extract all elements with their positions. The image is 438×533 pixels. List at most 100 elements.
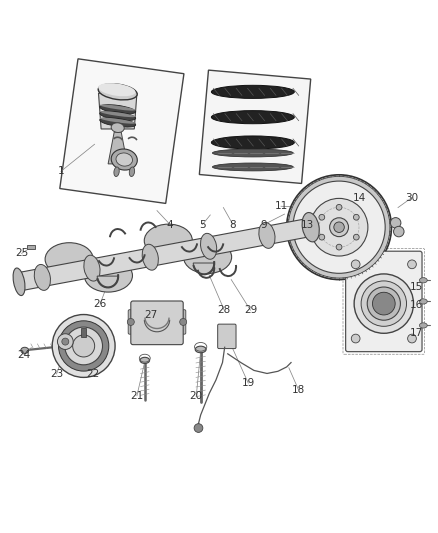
Ellipse shape: [212, 149, 293, 157]
Text: 8: 8: [230, 220, 236, 230]
Circle shape: [310, 198, 368, 256]
Circle shape: [287, 175, 392, 280]
Circle shape: [52, 314, 115, 377]
Ellipse shape: [195, 346, 206, 353]
Ellipse shape: [100, 104, 136, 114]
Ellipse shape: [302, 213, 319, 242]
Polygon shape: [193, 263, 214, 274]
Ellipse shape: [45, 243, 93, 276]
Text: 25: 25: [15, 248, 28, 259]
Polygon shape: [99, 93, 137, 129]
Ellipse shape: [111, 149, 137, 170]
Ellipse shape: [114, 167, 119, 176]
Text: 4: 4: [167, 220, 173, 230]
Ellipse shape: [85, 260, 132, 292]
FancyBboxPatch shape: [131, 301, 183, 345]
FancyBboxPatch shape: [27, 245, 35, 249]
Circle shape: [59, 321, 109, 371]
Text: 20: 20: [190, 391, 203, 401]
Circle shape: [180, 318, 187, 326]
FancyBboxPatch shape: [81, 328, 86, 337]
Text: 24: 24: [17, 350, 31, 360]
Circle shape: [194, 424, 203, 432]
Circle shape: [288, 176, 390, 278]
Circle shape: [65, 327, 102, 365]
Text: 21: 21: [130, 391, 144, 401]
Circle shape: [408, 334, 417, 343]
Ellipse shape: [21, 348, 28, 353]
Text: 17: 17: [410, 328, 423, 338]
Text: 11: 11: [274, 201, 288, 211]
Ellipse shape: [140, 357, 150, 364]
FancyBboxPatch shape: [128, 310, 138, 334]
Ellipse shape: [420, 323, 427, 328]
Text: 13: 13: [300, 220, 314, 230]
Ellipse shape: [111, 123, 124, 133]
Text: 14: 14: [353, 192, 366, 203]
Circle shape: [336, 244, 342, 250]
Ellipse shape: [259, 222, 275, 248]
Ellipse shape: [100, 118, 136, 127]
Ellipse shape: [420, 278, 427, 283]
Ellipse shape: [201, 233, 217, 259]
Text: 27: 27: [144, 310, 157, 319]
Text: 1: 1: [58, 166, 64, 176]
Ellipse shape: [100, 104, 136, 111]
Text: 16: 16: [410, 300, 423, 310]
Circle shape: [351, 334, 360, 343]
Ellipse shape: [212, 163, 293, 171]
Text: 5: 5: [199, 220, 206, 230]
Text: 29: 29: [244, 305, 257, 315]
Polygon shape: [18, 218, 312, 291]
Ellipse shape: [420, 299, 427, 304]
Ellipse shape: [98, 83, 135, 96]
Ellipse shape: [142, 244, 159, 270]
Ellipse shape: [116, 153, 133, 166]
Circle shape: [367, 287, 400, 320]
Polygon shape: [199, 70, 311, 183]
Text: 28: 28: [218, 305, 231, 315]
Ellipse shape: [98, 84, 137, 100]
Ellipse shape: [212, 111, 294, 124]
Text: 19: 19: [242, 378, 255, 388]
Ellipse shape: [100, 118, 136, 124]
Circle shape: [354, 274, 413, 333]
Ellipse shape: [34, 264, 50, 290]
Circle shape: [336, 205, 342, 210]
Circle shape: [394, 227, 404, 237]
Ellipse shape: [100, 111, 136, 117]
Text: 9: 9: [261, 220, 267, 230]
Circle shape: [57, 334, 73, 350]
Ellipse shape: [84, 255, 100, 281]
Circle shape: [127, 318, 134, 326]
Circle shape: [361, 281, 406, 326]
Circle shape: [62, 338, 69, 345]
Text: 23: 23: [50, 369, 63, 379]
Circle shape: [353, 235, 359, 240]
Text: 22: 22: [87, 369, 100, 379]
Circle shape: [293, 181, 385, 273]
FancyBboxPatch shape: [218, 324, 236, 349]
Ellipse shape: [100, 111, 136, 120]
Ellipse shape: [13, 268, 25, 296]
Ellipse shape: [212, 136, 294, 149]
FancyBboxPatch shape: [346, 251, 422, 352]
Text: 18: 18: [292, 385, 305, 394]
Ellipse shape: [184, 241, 232, 273]
Ellipse shape: [212, 85, 294, 99]
Circle shape: [319, 214, 325, 220]
Text: 26: 26: [94, 298, 107, 309]
FancyBboxPatch shape: [176, 310, 186, 334]
Polygon shape: [60, 59, 184, 204]
Circle shape: [353, 214, 359, 220]
Text: 30: 30: [406, 192, 419, 203]
Ellipse shape: [129, 167, 134, 176]
Circle shape: [408, 260, 417, 269]
Circle shape: [351, 260, 360, 269]
Circle shape: [330, 218, 349, 237]
Circle shape: [390, 217, 401, 228]
Ellipse shape: [144, 224, 192, 257]
Text: 15: 15: [410, 282, 423, 293]
Circle shape: [334, 222, 344, 232]
Polygon shape: [108, 132, 127, 164]
